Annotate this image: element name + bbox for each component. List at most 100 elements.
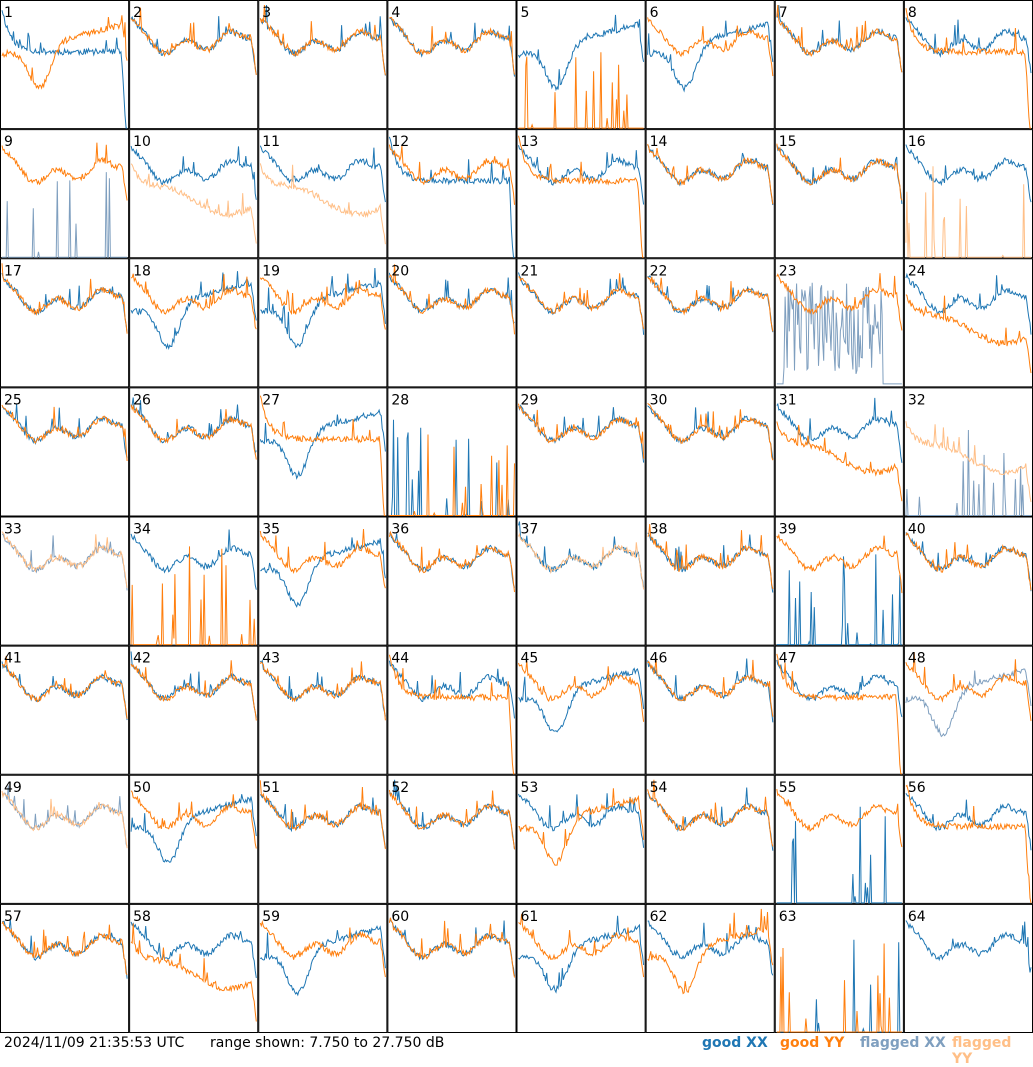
panel-label: 21 bbox=[521, 263, 539, 279]
panel-label: 56 bbox=[908, 780, 926, 796]
panel-37: 37 bbox=[516, 516, 646, 646]
panel-label: 45 bbox=[521, 651, 539, 667]
panel-label: 34 bbox=[133, 522, 151, 538]
series-line bbox=[388, 660, 515, 719]
panel-label: 25 bbox=[4, 392, 22, 408]
series-line bbox=[1, 531, 128, 588]
panel-36: 36 bbox=[387, 516, 517, 646]
panel-label: 3 bbox=[262, 5, 271, 21]
panel-label: 14 bbox=[650, 134, 668, 150]
panel-24: 24 bbox=[903, 258, 1033, 388]
panel-label: 60 bbox=[391, 909, 409, 925]
panel-label: 54 bbox=[650, 780, 668, 796]
panel-label: 7 bbox=[779, 5, 788, 21]
range-text: range shown: 7.750 to 27.750 dB bbox=[210, 1035, 445, 1051]
panel-frame bbox=[774, 645, 904, 775]
panel-14: 14 bbox=[645, 129, 775, 259]
series-line bbox=[905, 272, 1032, 335]
panel-label: 62 bbox=[650, 909, 668, 925]
panel-frame bbox=[645, 774, 775, 904]
panel-label: 37 bbox=[521, 522, 539, 538]
panel-label: 26 bbox=[133, 392, 151, 408]
panel-29: 29 bbox=[516, 387, 646, 517]
panel-label: 55 bbox=[779, 780, 797, 796]
legend-flagged-yy: flagged YY bbox=[952, 1035, 1012, 1067]
series-line bbox=[130, 790, 257, 849]
series-line bbox=[259, 925, 386, 997]
panel-60: 60 bbox=[387, 903, 517, 1033]
panel-11: 11 bbox=[258, 129, 388, 259]
panel-34: 34 bbox=[129, 516, 259, 646]
panel-63: 63 bbox=[774, 903, 904, 1033]
series-line bbox=[518, 532, 645, 590]
panel-label: 44 bbox=[391, 651, 409, 667]
panel-frame bbox=[129, 774, 259, 904]
series-line bbox=[776, 789, 903, 848]
series-line bbox=[130, 404, 257, 460]
panel-label: 2 bbox=[133, 5, 142, 21]
panel-42: 42 bbox=[129, 645, 259, 775]
series-line bbox=[259, 277, 386, 330]
series-line bbox=[905, 8, 1031, 129]
panel-label: 8 bbox=[908, 5, 917, 21]
panel-frame bbox=[903, 258, 1033, 388]
panel-label: 1 bbox=[4, 5, 13, 21]
panel-frame bbox=[0, 903, 130, 1033]
panel-frame bbox=[903, 516, 1033, 646]
panel-frame bbox=[258, 903, 388, 1033]
panel-frame bbox=[129, 387, 259, 517]
panel-8: 8 bbox=[903, 0, 1033, 130]
series-line bbox=[1, 10, 128, 129]
series-line bbox=[776, 659, 903, 718]
series-line bbox=[259, 919, 386, 978]
series-line bbox=[776, 653, 902, 775]
series-line bbox=[1, 655, 128, 719]
panel-frame bbox=[387, 903, 517, 1033]
panel-frame bbox=[645, 387, 775, 517]
panel-label: 51 bbox=[262, 780, 280, 796]
panel-23: 23 bbox=[774, 258, 904, 388]
series-line bbox=[518, 788, 645, 866]
panel-28: 28 bbox=[387, 387, 517, 518]
panel-frame bbox=[645, 903, 775, 1033]
panel-38: 38 bbox=[645, 516, 775, 646]
panel-57: 57 bbox=[0, 903, 130, 1033]
panel-label: 4 bbox=[391, 5, 400, 21]
panel-4: 4 bbox=[387, 0, 517, 130]
panel-frame bbox=[903, 645, 1033, 775]
series-line bbox=[518, 145, 645, 205]
panel-frame bbox=[0, 258, 130, 388]
panel-frame bbox=[774, 903, 904, 1033]
panel-46: 46 bbox=[645, 645, 775, 775]
panel-frame bbox=[645, 645, 775, 775]
series-line bbox=[647, 276, 774, 332]
series-line bbox=[388, 789, 515, 850]
panel-16: 16 bbox=[903, 129, 1033, 259]
panel-frame bbox=[774, 0, 904, 130]
panel-59: 59 bbox=[258, 903, 388, 1033]
series-line bbox=[647, 658, 774, 723]
panel-frame bbox=[0, 645, 130, 775]
footer-bar: 2024/11/09 21:35:53 UTC range shown: 7.7… bbox=[0, 1033, 1033, 1067]
panel-9: 9 bbox=[0, 129, 130, 259]
panel-frame bbox=[387, 0, 517, 130]
series-line bbox=[776, 533, 903, 594]
series-line bbox=[259, 408, 386, 480]
panel-frame bbox=[903, 903, 1033, 1033]
panel-label: 12 bbox=[391, 134, 409, 150]
panel-13: 13 bbox=[516, 129, 646, 259]
panel-frame bbox=[387, 645, 517, 775]
series-line bbox=[518, 273, 645, 329]
panel-21: 21 bbox=[516, 258, 646, 388]
series-line bbox=[388, 144, 515, 205]
series-line bbox=[776, 282, 902, 385]
panel-20: 20 bbox=[387, 258, 517, 388]
panel-62: 62 bbox=[645, 903, 775, 1033]
panel-3: 3 bbox=[258, 0, 388, 130]
series-line bbox=[388, 272, 515, 325]
panel-31: 31 bbox=[774, 387, 904, 517]
series-line bbox=[776, 806, 902, 904]
series-line bbox=[130, 16, 257, 75]
panel-frame bbox=[129, 516, 259, 646]
panel-5: 5 bbox=[516, 0, 646, 130]
